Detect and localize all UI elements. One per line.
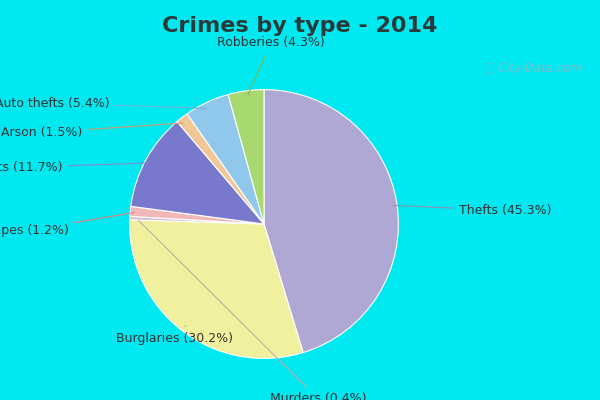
- Wedge shape: [177, 114, 264, 224]
- Text: ⓘ City-Data.com: ⓘ City-Data.com: [487, 62, 582, 75]
- Text: Crimes by type - 2014: Crimes by type - 2014: [163, 16, 437, 36]
- Text: Auto thefts (5.4%): Auto thefts (5.4%): [0, 96, 207, 110]
- Wedge shape: [131, 122, 264, 224]
- Wedge shape: [130, 216, 264, 224]
- Text: Murders (0.4%): Murders (0.4%): [139, 220, 366, 400]
- Wedge shape: [264, 90, 398, 352]
- Text: Thefts (45.3%): Thefts (45.3%): [393, 204, 551, 217]
- Wedge shape: [228, 90, 264, 224]
- Text: Rapes (1.2%): Rapes (1.2%): [0, 212, 134, 237]
- Wedge shape: [130, 206, 264, 224]
- Text: Arson (1.5%): Arson (1.5%): [1, 123, 183, 139]
- Wedge shape: [130, 220, 303, 358]
- Text: Robberies (4.3%): Robberies (4.3%): [217, 36, 325, 95]
- Text: Burglaries (30.2%): Burglaries (30.2%): [116, 325, 233, 345]
- Text: Assaults (11.7%): Assaults (11.7%): [0, 161, 149, 174]
- Wedge shape: [187, 94, 264, 224]
